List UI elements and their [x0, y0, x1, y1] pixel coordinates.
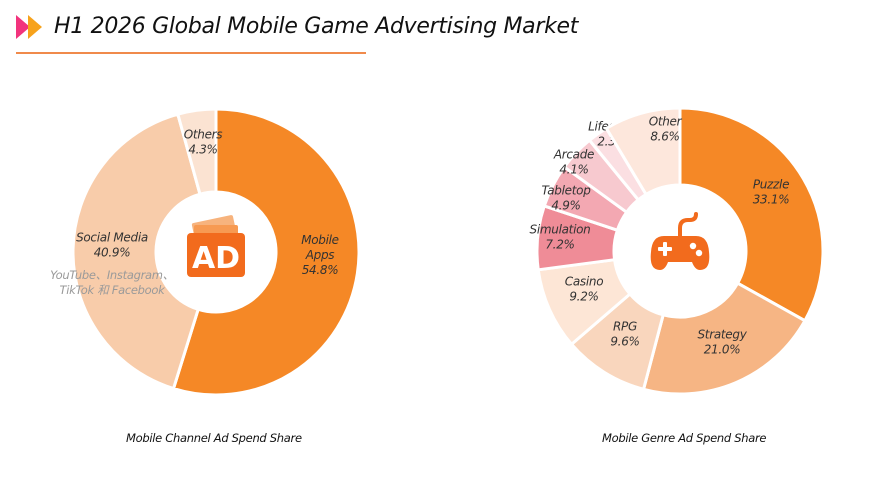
gamepad-cable [678, 212, 698, 240]
donut-slice [642, 281, 807, 396]
slice-value: 54.8% [302, 263, 339, 277]
page-title: H1 2026 Global Mobile Game Advertising M… [54, 14, 579, 39]
gamepad-icon [650, 212, 710, 270]
ad-icon: AD [187, 215, 245, 277]
slice-value: 8.6% [650, 130, 679, 144]
donut-slice [678, 106, 825, 323]
slice-label: Apps [305, 248, 335, 262]
chevron-back [16, 15, 30, 39]
genre-chart-caption: Mobile Genre Ad Spend Share [602, 431, 767, 445]
ad-icon-card-mid [194, 225, 238, 235]
slice-label: Arcade [553, 148, 594, 162]
slice-label: Other [649, 115, 683, 129]
donut-slice [172, 107, 361, 397]
donut-slice [71, 112, 202, 391]
gamepad-button-b [695, 249, 703, 257]
slice-value: 4.3% [188, 143, 217, 157]
slice-value: 40.9% [94, 246, 131, 260]
slice-label: Tabletop [541, 184, 591, 198]
slice-value: 4.9% [551, 199, 580, 213]
slice-value: 4.1% [559, 163, 588, 177]
donut-slice [176, 107, 218, 196]
slice-label: Strategy [697, 328, 747, 342]
slice-value: 9.6% [610, 335, 639, 349]
ad-icon-text: AD [192, 241, 240, 276]
slice-label: Puzzle [753, 178, 789, 192]
gamepad-dpad-v [663, 242, 667, 256]
slice-sublabel: YouTube、Instagram、 [50, 268, 174, 282]
slice-value: 7.2% [545, 238, 574, 252]
slice-sublabel: TikTok 和 Facebook [60, 283, 167, 297]
double-chevron-right-icon [16, 15, 42, 39]
slice-label: Casino [565, 275, 603, 289]
slice-label: Others [184, 128, 223, 142]
gamepad-button-a [689, 242, 697, 250]
ad-icon-card-front [187, 233, 245, 277]
donut-slice [604, 106, 682, 196]
channel-chart-caption: Mobile Channel Ad Spend Share [126, 431, 302, 445]
slice-label: RPG [613, 320, 637, 334]
slice-label: Social Media [76, 231, 148, 245]
slice-label: Simulation [530, 223, 591, 237]
chevron-front [28, 15, 42, 39]
slice-value: 9.2% [569, 290, 598, 304]
slice-label: Mobile [301, 233, 339, 247]
slice-value: 21.0% [704, 343, 741, 357]
slice-value: 33.1% [753, 193, 790, 207]
title-divider [16, 52, 366, 54]
